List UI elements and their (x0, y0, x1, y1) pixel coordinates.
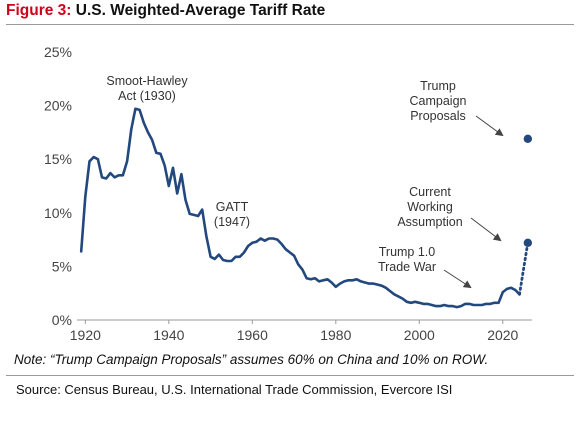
annotation-gatt-line: (1947) (214, 215, 250, 229)
annotation-smoot-hawley-line: Act (1930) (118, 89, 176, 103)
annotation-trump-campaign-line: Proposals (410, 109, 466, 123)
x-tick-label: 1920 (70, 327, 101, 343)
y-tick-label: 5% (52, 258, 72, 274)
x-tick-label: 2020 (487, 327, 518, 343)
annotation-smoot-hawley-line: Smoot-Hawley (106, 74, 188, 88)
annotation-trump-trade-war-line: Trade War (378, 260, 436, 274)
current-assumption-point (523, 238, 533, 248)
y-tick-label: 25% (44, 44, 72, 60)
annotation-current-assumption-line: Working (407, 200, 453, 214)
annotation-trump-campaign-line: Trump (420, 79, 456, 93)
arrow-trump-trade-war (443, 269, 472, 289)
source-text: Source: Census Bureau, U.S. Internationa… (16, 382, 453, 397)
chart-marks (79, 107, 533, 309)
x-tick-label: 1980 (320, 327, 351, 343)
chart-note: Note: “Trump Campaign Proposals” assumes… (14, 352, 489, 367)
arrow-trump-campaign (475, 115, 504, 137)
projection-dotted-line (518, 241, 530, 296)
trump-campaign-point (523, 134, 533, 144)
annotation-current-assumption-line: Current (409, 185, 451, 199)
figure-title-text: U.S. Weighted-Average Tariff Rate (75, 2, 326, 19)
x-tick-label: 1960 (237, 327, 268, 343)
annotation-current-assumption-line: Assumption (397, 215, 462, 229)
x-tick-label: 1940 (153, 327, 184, 343)
source-divider (6, 375, 574, 376)
arrow-current-assumption (470, 217, 502, 242)
figure-title: Figure 3: U.S. Weighted-Average Tariff R… (6, 2, 325, 20)
chart-axes: 0% 5% 10% 15% 20% 25% 1920 1940 1960 1980 2000 2020 (44, 44, 532, 343)
y-tick-label: 0% (52, 312, 72, 328)
y-tick-label: 15% (44, 151, 72, 167)
y-tick-label: 20% (44, 98, 72, 114)
annotation-gatt-line: GATT (216, 200, 249, 214)
x-tick-label: 2000 (404, 327, 435, 343)
tariff-rate-line (79, 107, 521, 309)
annotation-trump-trade-war-line: Trump 1.0 (379, 245, 436, 259)
figure-label: Figure 3: (6, 2, 72, 19)
annotation-trump-campaign-line: Campaign (410, 94, 467, 108)
title-divider (6, 24, 574, 25)
y-tick-label: 10% (44, 205, 72, 221)
